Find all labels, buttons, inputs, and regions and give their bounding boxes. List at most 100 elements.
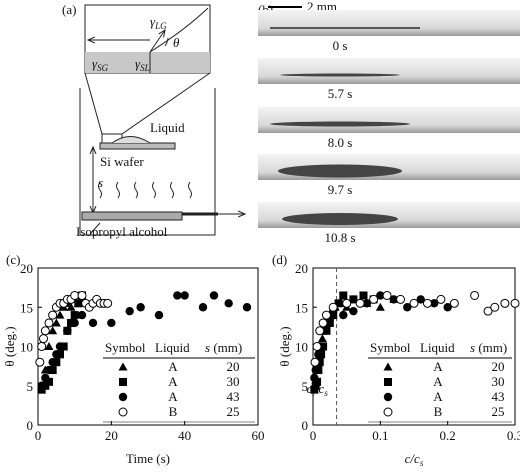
y-tick-label: 5 [27, 379, 34, 394]
marker [369, 294, 379, 304]
marker [375, 302, 385, 311]
marker [383, 362, 393, 371]
marker [70, 290, 80, 300]
droplet [111, 136, 151, 144]
x-tick-label: 20 [105, 428, 118, 443]
marker [376, 291, 385, 300]
marker [470, 290, 480, 300]
legend-header: Symbol [105, 340, 146, 355]
marker [242, 303, 252, 312]
y-tick-label: 15 [20, 300, 33, 315]
marker [209, 291, 219, 300]
leader [89, 222, 101, 235]
legend-header: Liquid [420, 340, 455, 355]
marker [315, 326, 325, 336]
marker [389, 295, 398, 304]
marker [55, 342, 65, 351]
legend-s: 20 [227, 359, 240, 374]
marker [382, 290, 392, 300]
legend-s: 43 [227, 389, 240, 404]
arrow-lg [149, 30, 165, 53]
y-tick-label: 5 [302, 379, 309, 394]
marker [318, 318, 328, 328]
text-part: SL [140, 63, 150, 73]
marker [180, 291, 189, 300]
drop [278, 164, 402, 178]
marker [310, 373, 319, 383]
photo [258, 58, 520, 84]
y-tick-label: 10 [20, 340, 33, 355]
legend-s: 43 [492, 389, 505, 404]
marker [383, 407, 393, 417]
ipa-label: Isopropyl alcohol [76, 224, 168, 239]
legend-s: 30 [227, 374, 240, 389]
x-axis-label: Time (s) [126, 451, 170, 466]
marker [321, 310, 331, 320]
marker [384, 378, 392, 386]
marker [342, 298, 352, 308]
marker [103, 298, 113, 308]
marker [359, 291, 368, 300]
marker [430, 299, 439, 308]
marker [125, 306, 134, 316]
y-axis-label: θ (deg.) [277, 326, 292, 366]
marker [328, 302, 338, 312]
gamma-sl: γSL [135, 56, 150, 73]
x-tick-label: 60 [252, 428, 265, 443]
text-part: s [420, 458, 424, 468]
marker [510, 298, 520, 308]
legend-liquid: B [434, 404, 443, 419]
zoom-line [121, 72, 211, 135]
photo [258, 10, 520, 36]
legend-liquid: A [433, 389, 443, 404]
marker [422, 298, 432, 308]
zoom-wafer [85, 52, 210, 73]
marker [334, 299, 343, 308]
legend-s: 25 [492, 404, 505, 419]
marker [37, 381, 46, 390]
marker [154, 310, 164, 320]
marker [37, 342, 47, 351]
y-tick-label: 0 [302, 418, 309, 433]
marker [403, 303, 412, 312]
wafer [99, 142, 176, 150]
legend-liquid: A [168, 374, 178, 389]
legend-header: s (mm) [470, 340, 507, 355]
text-part: c [307, 381, 313, 396]
ipa-liquid [81, 211, 183, 221]
marker [312, 342, 322, 351]
photo-strips: 0 s 5.7 s 8.0 s 9.7 s 10.8 s [258, 10, 520, 245]
y-tick-label: 20 [295, 261, 308, 276]
marker [443, 303, 452, 312]
text-part: SG [97, 63, 109, 73]
beaker [79, 88, 216, 236]
marker [74, 299, 83, 308]
x-tick-label: 0.1 [372, 428, 388, 443]
legend-liquid: A [433, 374, 443, 389]
marker [48, 310, 58, 320]
marker [35, 357, 45, 367]
angle-arc [164, 37, 169, 47]
marker [483, 306, 493, 316]
marker [119, 378, 127, 386]
marker [490, 302, 500, 312]
marker [70, 311, 79, 320]
marker [317, 334, 327, 343]
text-part: γ [150, 14, 156, 29]
text-part: γ [135, 56, 141, 71]
gamma-sg: γSG [92, 56, 109, 73]
marker [436, 294, 446, 304]
drop [282, 213, 398, 225]
legend-s: 30 [492, 374, 505, 389]
marker [88, 318, 98, 328]
drop [280, 73, 400, 77]
panel-label: (a) [62, 2, 76, 17]
marker [41, 373, 50, 383]
marker [349, 295, 358, 304]
marker [118, 392, 128, 402]
marker [44, 342, 54, 350]
marker [409, 298, 419, 308]
photo [258, 107, 520, 133]
charts: (c) 0 5 10 15 20 0 20 40 60 Time (s) θ (deg.) Symbol… [2, 252, 520, 468]
